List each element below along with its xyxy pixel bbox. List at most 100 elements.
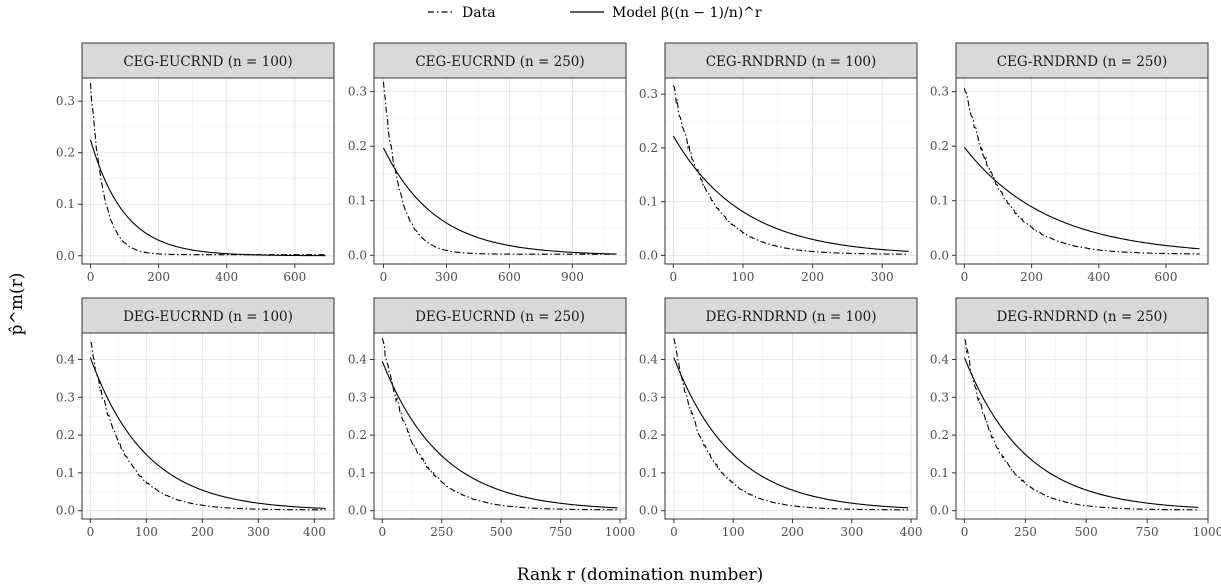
panel-background: [82, 78, 334, 264]
facet-title: DEG-EUCRND (n = 250): [415, 309, 585, 325]
panel: DEG-EUCRND (n = 250) 0 250 500 750 1000 0.0 0.1…: [348, 297, 636, 539]
model-curve: [672, 135, 909, 252]
facet-strip: [664, 297, 918, 334]
facet-title: DEG-RNDRND (n = 100): [705, 309, 876, 325]
x-tick-label: 0: [670, 270, 678, 284]
facet-title: CEG-RNDRND (n = 100): [706, 54, 877, 70]
panel-border: [664, 77, 918, 265]
x-tick-label: 900: [561, 270, 584, 284]
facet-strip: [664, 42, 918, 79]
facet-strip: [955, 297, 1209, 334]
x-tick-label: 600: [498, 270, 521, 284]
y-tick-label: 0.4: [930, 352, 949, 366]
model-curve: [89, 139, 326, 257]
y-tick-label: 0.4: [56, 352, 75, 366]
x-tick-label: 100: [722, 525, 745, 539]
y-tick-label: 0.0: [639, 248, 658, 262]
panel-background: [374, 78, 626, 264]
panel-background: [956, 333, 1208, 519]
x-tick-label: 0: [379, 525, 387, 539]
panel-background: [665, 333, 917, 519]
facet-strip: [81, 297, 335, 334]
x-tick-label: 400: [1087, 270, 1110, 284]
x-tick-label: 250: [430, 525, 453, 539]
panel: DEG-RNDRND (n = 250) 0 250 500 750 1000 0.0 0.1…: [930, 297, 1221, 539]
y-tick-label: 0.2: [56, 146, 75, 160]
legend: Data Model β((n − 1)/n)^r: [428, 5, 762, 21]
y-tick-label: 0.3: [639, 390, 658, 404]
x-tick-label: 300: [840, 525, 863, 539]
y-tick-label: 0.1: [639, 195, 658, 209]
y-tick-label: 0.0: [348, 504, 367, 518]
legend-label-data: Data: [462, 5, 496, 21]
y-tick-label: 0.2: [348, 139, 367, 153]
y-tick-label: 0.2: [348, 428, 367, 442]
data-curve: [964, 339, 1199, 511]
panel-border: [955, 77, 1209, 265]
model-curve: [89, 357, 326, 509]
data-curve: [89, 83, 326, 256]
y-tick-label: 0.1: [56, 197, 75, 211]
panel-border: [955, 332, 1209, 520]
x-axis-label: Rank r (domination number): [517, 565, 763, 585]
x-tick-label: 0: [380, 270, 388, 284]
facet-strip: [955, 42, 1209, 79]
x-tick-label: 750: [549, 525, 572, 539]
x-tick-label: 1000: [605, 525, 636, 539]
y-axis-label: p̂^m(r): [7, 273, 27, 336]
x-tick-label: 200: [801, 270, 824, 284]
y-tick-label: 0.3: [56, 94, 75, 108]
facet-title: CEG-RNDRND (n = 250): [997, 54, 1168, 70]
y-tick-label: 0.4: [348, 352, 367, 366]
panel: DEG-EUCRND (n = 100) 0 100 200 300 400 0.0 0.1 0…: [56, 297, 335, 539]
panel: CEG-RNDRND (n = 250) 0 200 400 600 0.0 0.1 0.2 0…: [930, 42, 1209, 284]
x-tick-label: 200: [781, 525, 804, 539]
x-tick-label: 200: [1020, 270, 1043, 284]
y-tick-label: 0.4: [639, 352, 658, 366]
panel: CEG-RNDRND (n = 100) 0 100 200 300 0.0 0.1 0.2 0…: [639, 42, 918, 284]
y-tick-label: 0.1: [930, 466, 949, 480]
x-tick-label: 200: [191, 525, 214, 539]
x-tick-label: 0: [87, 525, 95, 539]
x-tick-label: 300: [871, 270, 894, 284]
panel: CEG-EUCRND (n = 250) 0 300 600 900 0.0 0.1 0.2 0…: [348, 42, 627, 284]
y-tick-label: 0.2: [56, 428, 75, 442]
y-tick-label: 0.2: [930, 139, 949, 153]
y-tick-label: 0.2: [639, 141, 658, 155]
facet-strip: [373, 42, 627, 79]
data-curve: [381, 338, 618, 511]
y-tick-label: 0.0: [930, 504, 949, 518]
model-curve: [963, 146, 1200, 250]
data-curve: [672, 85, 909, 255]
panel-border: [81, 77, 335, 265]
y-tick-label: 0.1: [639, 466, 658, 480]
legend-label-model: Model β((n − 1)/n)^r: [612, 5, 762, 21]
x-tick-label: 100: [732, 270, 755, 284]
y-tick-label: 0.1: [930, 194, 949, 208]
model-curve: [381, 361, 618, 509]
panel: CEG-EUCRND (n = 100) 0 200 400 600 0.0 0.1 0.2 0…: [56, 42, 335, 284]
data-curve: [673, 338, 909, 511]
y-tick-label: 0.3: [930, 390, 949, 404]
x-tick-label: 750: [1136, 525, 1159, 539]
x-tick-label: 500: [1075, 525, 1098, 539]
x-tick-label: 0: [87, 270, 95, 284]
x-tick-label: 250: [1014, 525, 1037, 539]
y-tick-label: 0.0: [56, 249, 75, 263]
facet-title: CEG-EUCRND (n = 250): [415, 54, 584, 70]
y-tick-label: 0.1: [348, 466, 367, 480]
x-tick-label: 100: [135, 525, 158, 539]
x-tick-label: 0: [961, 270, 969, 284]
panel-border: [81, 332, 335, 520]
x-tick-label: 1000: [1193, 525, 1221, 539]
panel-border: [373, 77, 627, 265]
x-tick-label: 200: [147, 270, 170, 284]
x-tick-label: 0: [670, 525, 678, 539]
y-tick-label: 0.0: [930, 248, 949, 262]
y-tick-label: 0.0: [639, 504, 658, 518]
y-tick-label: 0.3: [639, 87, 658, 101]
panel-grid: CEG-EUCRND (n = 100) 0 200 400 600 0.0 0.1 0.2 0…: [56, 42, 1221, 539]
facet-title: CEG-EUCRND (n = 100): [123, 54, 292, 70]
y-tick-label: 0.3: [930, 85, 949, 99]
x-tick-label: 400: [303, 525, 326, 539]
